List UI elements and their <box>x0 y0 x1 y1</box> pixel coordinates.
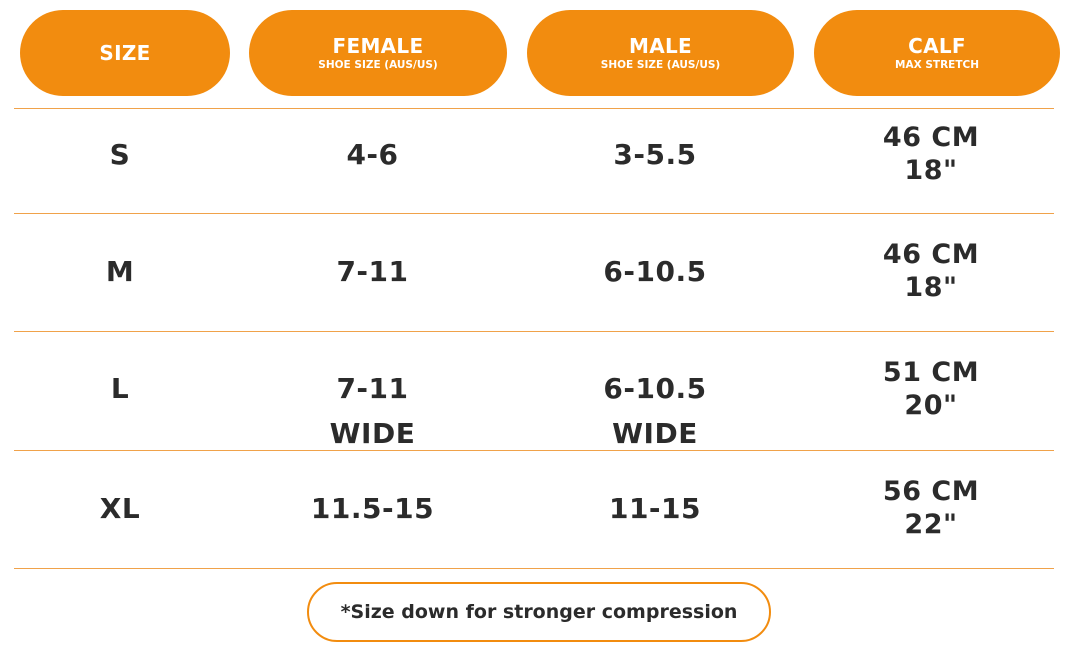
table-divider <box>14 450 1054 451</box>
calf-inch-cell: 20" <box>904 390 958 421</box>
female-size-cell: 7-11 <box>336 255 409 288</box>
size-cell: XL <box>99 492 141 525</box>
table-divider <box>14 108 1054 109</box>
calf-inch-cell: 18" <box>904 155 958 186</box>
calf-cm-cell: 46 CM <box>882 239 980 270</box>
header-size: SIZE <box>20 10 230 96</box>
table-divider <box>14 568 1054 569</box>
male-size-cell: 6-10.5 <box>603 255 707 288</box>
table-divider <box>14 331 1054 332</box>
female-size-cell: 7-11 <box>336 372 409 405</box>
header-size-label: SIZE <box>99 41 151 65</box>
compression-note-text: *Size down for stronger compression <box>340 601 738 623</box>
table-divider <box>14 213 1054 214</box>
size-cell: S <box>109 138 131 171</box>
header-female-subtitle: SHOE SIZE (AUS/US) <box>318 58 438 71</box>
header-female: FEMALE SHOE SIZE (AUS/US) <box>249 10 507 96</box>
calf-cm-cell: 56 CM <box>882 476 980 507</box>
header-female-label: FEMALE <box>332 33 424 58</box>
size-cell: L <box>110 372 130 405</box>
male-size-cell: 11-15 <box>608 492 702 525</box>
female-size-cell: 4-6 <box>346 138 399 171</box>
female-size-cell: 11.5-15 <box>310 492 435 525</box>
male-size-cell: 3-5.5 <box>613 138 697 171</box>
header-male: MALE SHOE SIZE (AUS/US) <box>527 10 794 96</box>
header-male-label: MALE <box>629 33 692 58</box>
calf-inch-cell: 18" <box>904 272 958 303</box>
calf-cm-cell: 46 CM <box>882 122 980 153</box>
compression-note: *Size down for stronger compression <box>307 582 771 642</box>
calf-cm-cell: 51 CM <box>882 357 980 388</box>
header-calf: CALF MAX STRETCH <box>814 10 1060 96</box>
male-size-cell: 6-10.5 <box>603 372 707 405</box>
header-male-subtitle: SHOE SIZE (AUS/US) <box>600 58 721 71</box>
calf-inch-cell: 22" <box>904 509 958 540</box>
header-calf-subtitle: MAX STRETCH <box>895 58 979 71</box>
female-size-note: WIDE <box>329 417 416 450</box>
size-cell: M <box>105 255 135 288</box>
male-size-note: WIDE <box>612 417 698 450</box>
header-calf-label: CALF <box>908 33 966 58</box>
